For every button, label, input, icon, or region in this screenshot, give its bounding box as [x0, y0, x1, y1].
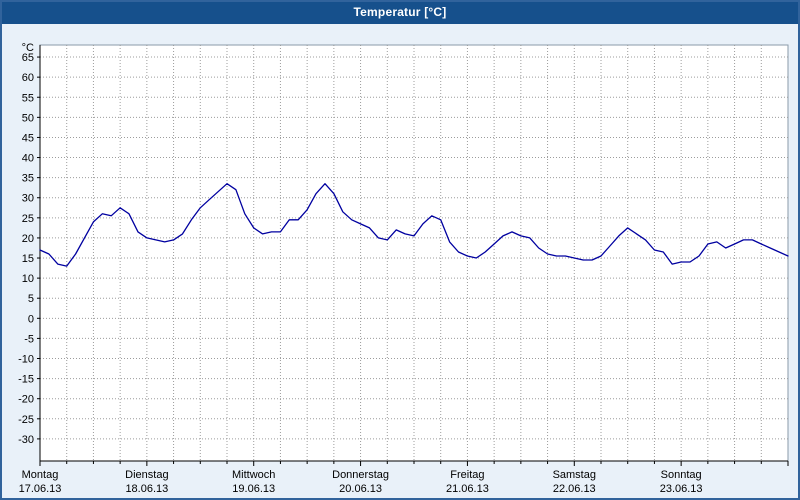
svg-text:50: 50 [22, 112, 34, 124]
svg-text:23.06.13: 23.06.13 [660, 483, 703, 495]
svg-text:-15: -15 [18, 374, 34, 386]
window-titlebar[interactable]: Temperatur [°C] [2, 2, 798, 24]
svg-text:-20: -20 [18, 394, 34, 406]
svg-text:Donnerstag: Donnerstag [332, 469, 389, 481]
svg-text:Dienstag: Dienstag [125, 469, 168, 481]
svg-text:Montag: Montag [22, 469, 59, 481]
svg-text:20.06.13: 20.06.13 [339, 483, 382, 495]
svg-text:19.06.13: 19.06.13 [232, 483, 275, 495]
chart-area: 65 60 55 50 45 40 35 30 25 20 15 10 5 0 -5 -10 -15 -20 -25… [2, 24, 798, 498]
svg-text:-25: -25 [18, 414, 34, 426]
svg-text:-5: -5 [24, 333, 34, 345]
svg-text:Freitag: Freitag [450, 469, 484, 481]
svg-text:5: 5 [28, 293, 34, 305]
svg-text:25: 25 [22, 213, 34, 225]
svg-text:22.06.13: 22.06.13 [553, 483, 596, 495]
svg-text:17.06.13: 17.06.13 [19, 483, 62, 495]
svg-text:-10: -10 [18, 354, 34, 366]
svg-text:55: 55 [22, 92, 34, 104]
svg-text:35: 35 [22, 173, 34, 185]
svg-text:18.06.13: 18.06.13 [125, 483, 168, 495]
svg-text:-30: -30 [18, 434, 34, 446]
svg-text:45: 45 [22, 132, 34, 144]
svg-text:30: 30 [22, 193, 34, 205]
svg-text:60: 60 [22, 72, 34, 84]
svg-text:21.06.13: 21.06.13 [446, 483, 489, 495]
svg-text:10: 10 [22, 273, 34, 285]
temperature-line-chart: 65605550454035302520151050-5-10-15-20-25… [18, 42, 789, 495]
svg-text:65: 65 [22, 52, 34, 64]
svg-text:15: 15 [22, 253, 34, 265]
svg-text:0: 0 [28, 313, 34, 325]
svg-text:20: 20 [22, 233, 34, 245]
svg-text:Sonntag: Sonntag [661, 469, 702, 481]
svg-text:°C: °C [22, 42, 34, 54]
svg-text:40: 40 [22, 153, 34, 165]
svg-text:Mittwoch: Mittwoch [232, 469, 275, 481]
svg-text:Samstag: Samstag [553, 469, 596, 481]
